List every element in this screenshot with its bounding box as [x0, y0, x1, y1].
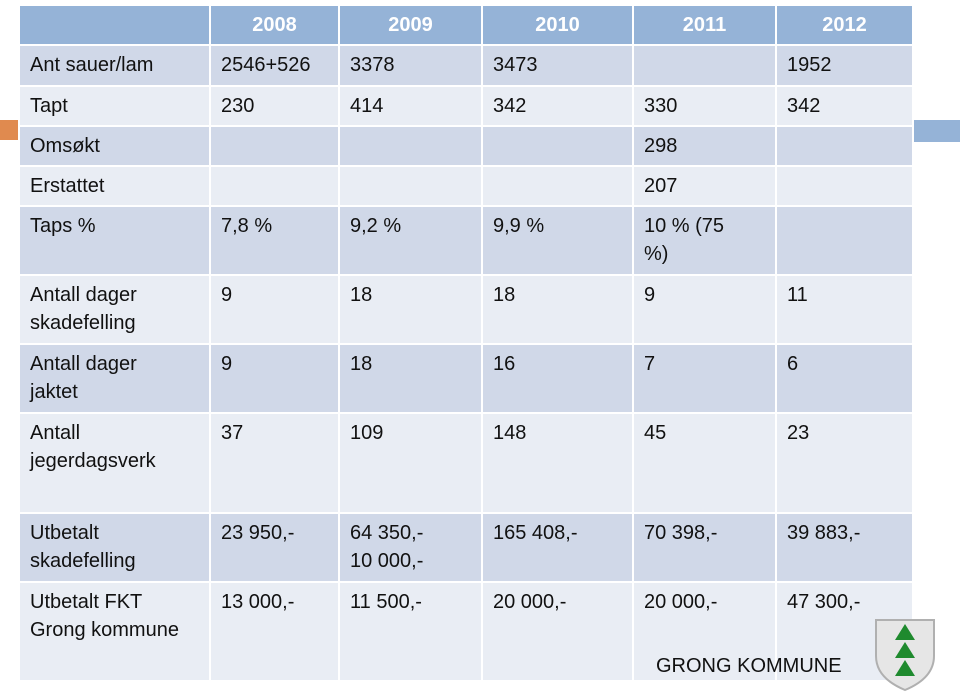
table-row: Antall dager skadefelling 9 18 18 9 11 [18, 274, 914, 345]
table-cell: 3473 [481, 44, 634, 87]
row-label: Ant sauer/lam [18, 44, 211, 87]
table-cell: 7 [632, 343, 777, 414]
header-cell: 2011 [632, 4, 777, 46]
table-cell: 70 398,- [632, 512, 777, 583]
table-cell: 23 [775, 412, 914, 514]
row-label: Erstattet [18, 165, 211, 207]
table-cell: 18 [338, 343, 483, 414]
table-row: Antall dager jaktet 9 18 16 7 6 [18, 343, 914, 414]
table-cell: 2546+526 [209, 44, 340, 87]
row-label: Antall dager skadefelling [18, 274, 211, 345]
table-cell: 7,8 % [209, 205, 340, 276]
table-cell: 342 [775, 85, 914, 127]
header-cell: 2009 [338, 4, 483, 46]
table-cell: 37 [209, 412, 340, 514]
row-label: Tapt [18, 85, 211, 127]
data-table: 2008 2009 2010 2011 2012 Ant sauer/lam 2546+52… [18, 4, 914, 682]
table-cell: 39 883,- [775, 512, 914, 583]
table-cell: 9 [632, 274, 777, 345]
header-cell: 2008 [209, 4, 340, 46]
table-cell [481, 125, 634, 167]
table-cell: 9,9 % [481, 205, 634, 276]
table-cell: 6 [775, 343, 914, 414]
table-cell: 45 [632, 412, 777, 514]
row-label: Utbetalt FKT Grong kommune [18, 581, 211, 682]
table-cell: 414 [338, 85, 483, 127]
table-cell [775, 125, 914, 167]
table-row: Omsøkt 298 [18, 125, 914, 167]
row-label: Antall jegerdagsverk [18, 412, 211, 514]
row-label: Utbetalt skadefelling [18, 512, 211, 583]
table-cell: 18 [481, 274, 634, 345]
table-cell: 9,2 % [338, 205, 483, 276]
table-row: Utbetalt skadefelling 23 950,- 64 350,- 10… [18, 512, 914, 583]
table-cell: 20 000,- [481, 581, 634, 682]
accent-bar [912, 120, 960, 142]
table-cell: 11 [775, 274, 914, 345]
table-cell: 16 [481, 343, 634, 414]
table-row: Erstattet 207 [18, 165, 914, 207]
table-row: Utbetalt FKT Grong kommune 13 000,- 11 500… [18, 581, 914, 682]
table-cell: 13 000,- [209, 581, 340, 682]
table-cell [481, 165, 634, 207]
table-cell [338, 125, 483, 167]
table-cell [775, 205, 914, 276]
header-cell: 2012 [775, 4, 914, 46]
table-cell: 1952 [775, 44, 914, 87]
table-row: Ant sauer/lam 2546+526 3378 3473 1952 [18, 44, 914, 87]
table-row: Taps % 7,8 % 9,2 % 9,9 % 10 % (75 %) [18, 205, 914, 276]
row-label: Omsøkt [18, 125, 211, 167]
table-cell [775, 165, 914, 207]
row-label: Taps % [18, 205, 211, 276]
table-cell: 109 [338, 412, 483, 514]
table-cell: 207 [632, 165, 777, 207]
header-row: 2008 2009 2010 2011 2012 [18, 4, 914, 46]
table-cell: 9 [209, 274, 340, 345]
header-cell: 2010 [481, 4, 634, 46]
table-cell [338, 165, 483, 207]
table-cell [209, 125, 340, 167]
table-cell: 330 [632, 85, 777, 127]
table-cell [209, 165, 340, 207]
table-cell: 3378 [338, 44, 483, 87]
table-row: Tapt 230 414 342 330 342 [18, 85, 914, 127]
row-label: Antall dager jaktet [18, 343, 211, 414]
table-cell: 298 [632, 125, 777, 167]
table-cell: 11 500,- [338, 581, 483, 682]
table-cell: 10 % (75 %) [632, 205, 777, 276]
table-cell [632, 44, 777, 87]
table-cell: 230 [209, 85, 340, 127]
header-cell [18, 4, 211, 46]
table-cell: 23 950,- [209, 512, 340, 583]
table-cell: 165 408,- [481, 512, 634, 583]
accent-bar [0, 120, 18, 140]
table-cell: 342 [481, 85, 634, 127]
table-cell: 20 000,- [632, 581, 777, 682]
logo-caption: GRONG KOMMUNE [656, 655, 842, 677]
table-cell: 18 [338, 274, 483, 345]
table-row: Antall jegerdagsverk 37 109 148 45 23 [18, 412, 914, 514]
logo [875, 619, 935, 692]
table-cell: 148 [481, 412, 634, 514]
table-cell: 64 350,- 10 000,- [338, 512, 483, 583]
table-cell: 9 [209, 343, 340, 414]
